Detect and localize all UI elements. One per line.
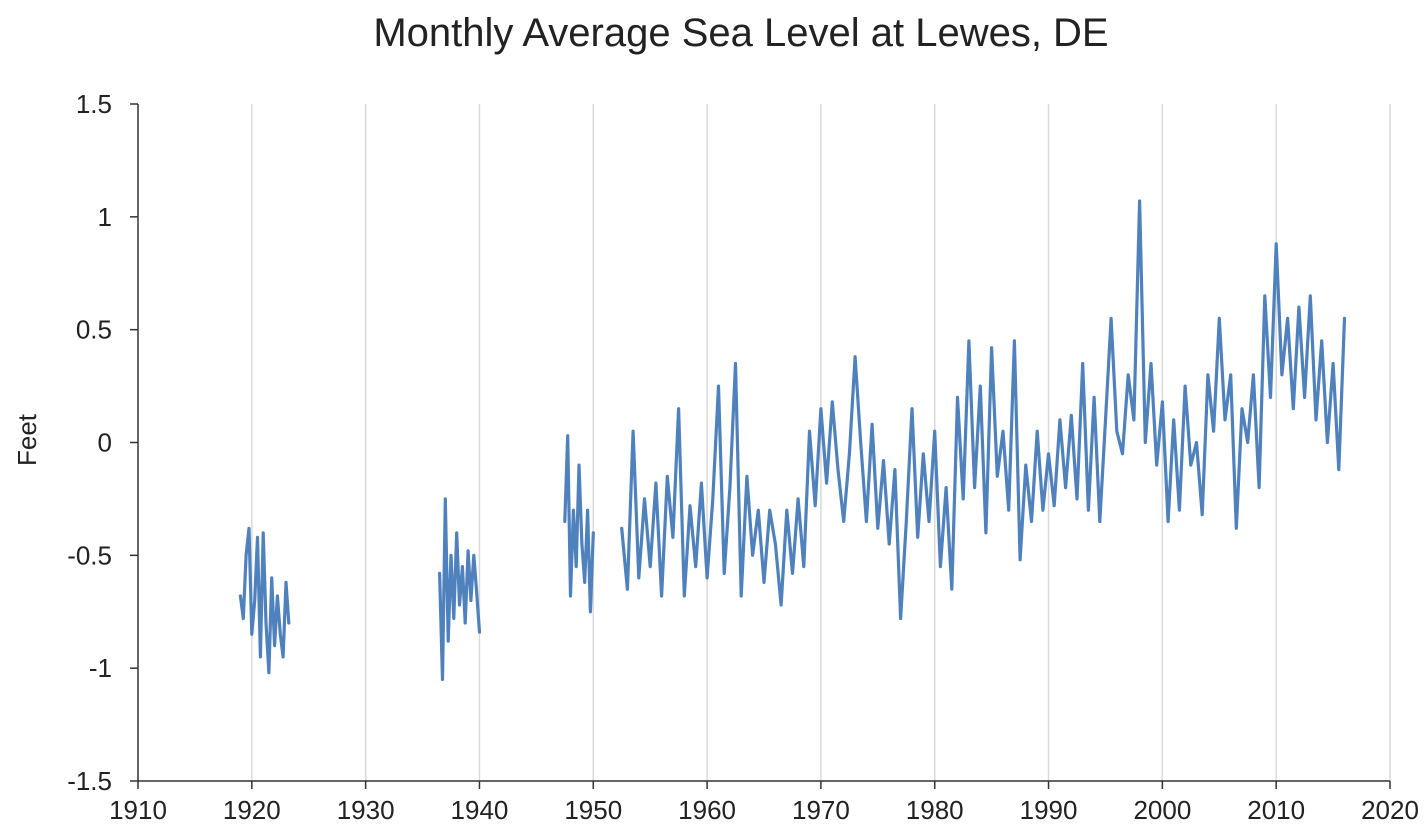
y-tick-label: 0: [98, 428, 112, 458]
chart-title: Monthly Average Sea Level at Lewes, DE: [373, 11, 1108, 55]
axes: [130, 103, 1391, 789]
series-line-segment-4: [620, 199, 1347, 621]
x-tick-label: 2020: [1361, 795, 1419, 825]
x-tick-label: 1940: [451, 795, 509, 825]
tick-labels: 1910 1920 1930 1940 1950 1960 1970 1980 1990 2000…: [67, 89, 1419, 825]
y-tick-label: 1.5: [76, 89, 112, 119]
x-tick-label: 1970: [792, 795, 850, 825]
series-line-segment-2: [438, 497, 482, 682]
y-tick-label: -0.5: [67, 540, 112, 570]
series-line-segment-3: [563, 434, 595, 614]
y-tick-label: 0.5: [76, 315, 112, 345]
y-tick-label: 1: [98, 202, 112, 232]
data-lines: [238, 199, 1347, 682]
y-tick-label: -1: [89, 653, 112, 683]
series-line-segment-1: [238, 526, 291, 675]
x-tick-label: 1960: [678, 795, 736, 825]
grid-lines: [251, 104, 1391, 781]
x-tick-label: 1920: [223, 795, 281, 825]
x-tick-label: 1930: [337, 795, 395, 825]
y-tick-label: -1.5: [67, 766, 112, 796]
x-tick-label: 1910: [109, 795, 167, 825]
x-tick-label: 1980: [906, 795, 964, 825]
x-tick-label: 2000: [1133, 795, 1191, 825]
x-tick-label: 1990: [1020, 795, 1078, 825]
x-tick-label: 1950: [564, 795, 622, 825]
x-tick-label: 2010: [1247, 795, 1305, 825]
y-axis-label: Feet: [12, 413, 42, 466]
